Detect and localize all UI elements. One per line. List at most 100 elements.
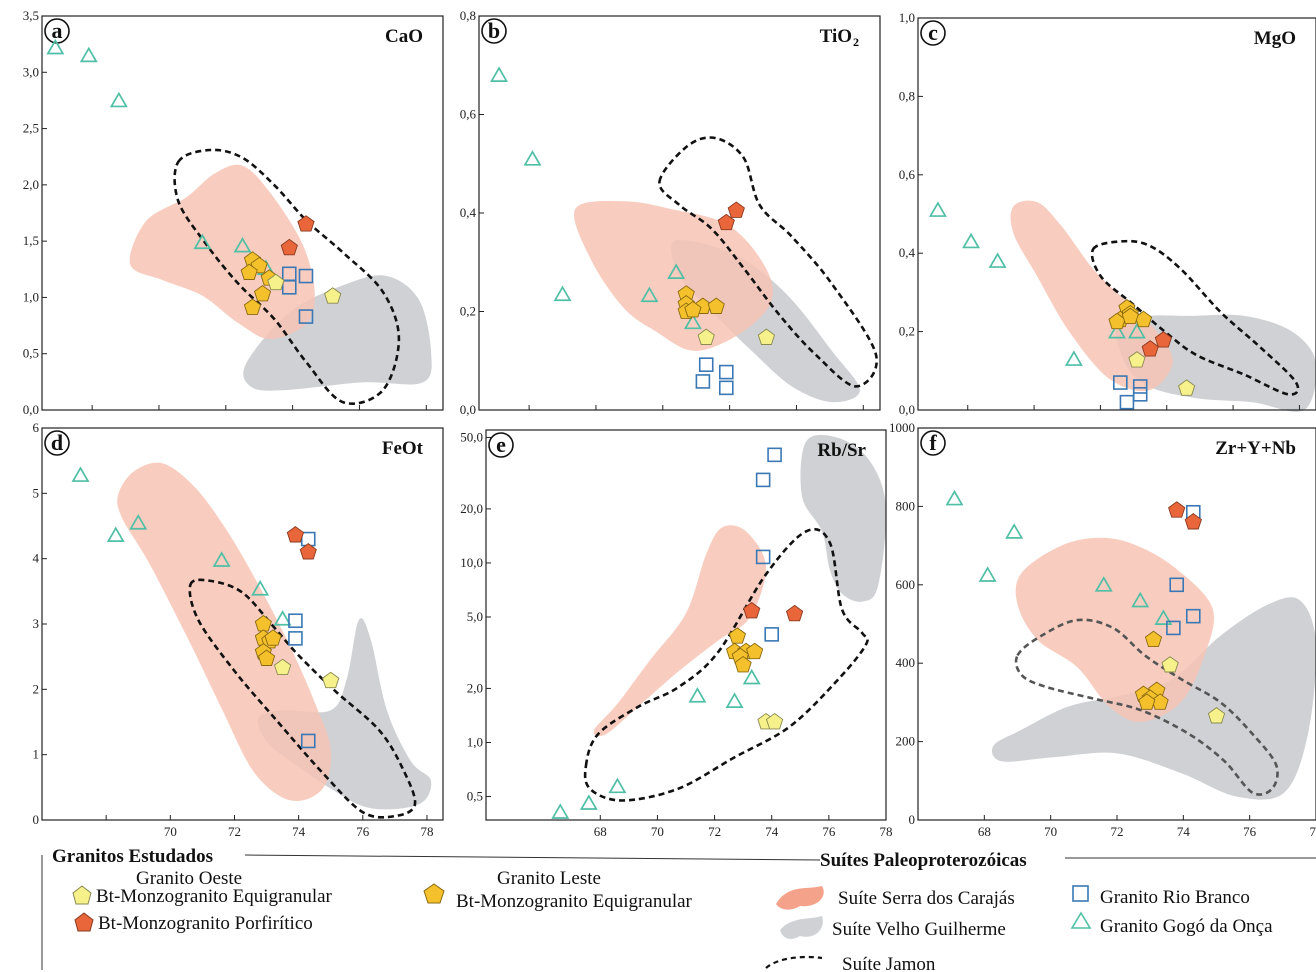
marker-gogo-da-onca — [193, 233, 212, 250]
marker-leste-equigranular — [257, 649, 276, 666]
y-tick-label: 3,5 — [23, 8, 39, 23]
marker-gogo-da-onca — [640, 286, 659, 303]
marker-leste-equigranular — [264, 629, 282, 646]
marker-leste-equigranular — [728, 627, 747, 644]
marker-gogo-da-onca — [988, 252, 1007, 268]
marker-gogo-da-onca — [962, 232, 981, 249]
y-tick-label: 1,5 — [23, 233, 39, 248]
marker-gogo-da-onca — [1005, 523, 1024, 539]
marker-rio-branco — [281, 279, 297, 295]
y-tick-label: 1000 — [889, 420, 915, 435]
marker-gogo-da-onca — [1064, 350, 1083, 366]
marker-leste-equigranular — [1121, 307, 1139, 325]
y-tick-label: 2,0 — [23, 177, 39, 192]
marker-leste-equigranular — [240, 263, 258, 280]
region-serra-dos-carajas — [1010, 200, 1173, 392]
panel-letter: f — [929, 430, 937, 455]
legend-velho-swatch — [780, 916, 823, 939]
legend-oeste-equi-marker — [72, 885, 92, 905]
legend-serra-label: Suíte Serra dos Carajás — [838, 888, 1015, 909]
panel-e: 0,5 1,0 2,0 5,0 10,0 20,0 50,0 68 70 72 74 76 78 e Rb/… — [460, 429, 893, 839]
marker-rio-branco — [1113, 375, 1128, 390]
marker-oeste-equigranular — [1178, 379, 1196, 396]
y-tick-label: 2 — [33, 681, 40, 696]
region-jamon — [658, 136, 878, 388]
y-tick-label: 0,0 — [899, 402, 915, 417]
legend-west-group: Granito Oeste — [136, 868, 242, 889]
legend-serra-swatch — [776, 886, 824, 910]
marker-gogo-da-onca — [490, 66, 509, 82]
panel-title: FeOt — [382, 438, 424, 459]
panel-letter: c — [928, 20, 938, 45]
panel-letter-badge — [488, 432, 514, 458]
marker-oeste-equigranular — [765, 712, 784, 730]
marker-gogo-da-onca — [1154, 609, 1173, 625]
y-tick-label: 200 — [896, 734, 916, 749]
y-tick-label: 5 — [33, 485, 40, 500]
y-tick-label: 4 — [33, 551, 40, 566]
marker-oeste-equigranular — [1128, 351, 1146, 368]
marker-gogo-da-onca — [46, 38, 65, 55]
x-tick-label: 74 — [292, 824, 306, 839]
marker-leste-equigranular — [253, 285, 272, 302]
y-tick-label: 0,8 — [899, 88, 915, 103]
marker-oeste-porfiritico — [280, 238, 298, 256]
marker-oeste-porfiritico — [785, 604, 804, 622]
panel-letter-badge — [920, 430, 946, 456]
marker-rio-branco — [718, 364, 734, 380]
panel-letter-badge — [44, 430, 70, 456]
panel-title: MgO — [1254, 28, 1296, 49]
panel-title: TiO — [820, 26, 852, 47]
marker-leste-equigranular — [1138, 693, 1156, 710]
marker-oeste-porfiritico — [1141, 340, 1159, 357]
marker-rio-branco — [695, 374, 711, 389]
panel-letter: a — [52, 18, 63, 43]
plot-frame — [917, 17, 1316, 411]
marker-rio-branco — [288, 613, 303, 629]
legend-oeste-equi-label: Bt-Monzogranito Equigranular — [96, 886, 333, 907]
y-tick-label: 3,0 — [23, 64, 39, 79]
marker-leste-equigranular — [1144, 630, 1163, 648]
panel-letter: d — [51, 430, 63, 455]
plot-frame — [41, 15, 444, 411]
legend-oeste-porf-label: Bt-Monzogranito Porfirítico — [98, 913, 313, 934]
panel-title: CaO — [385, 26, 423, 47]
marker-rio-branco — [755, 549, 771, 565]
marker-gogo-da-onca — [683, 313, 702, 330]
marker-rio-branco — [698, 357, 714, 372]
y-tick-label: 400 — [896, 655, 916, 670]
region-jamon — [188, 578, 417, 819]
marker-oeste-porfiritico — [727, 201, 745, 218]
marker-oeste-porfiritico — [299, 543, 317, 560]
panel-b: 0,0 0,2 0,4 0,6 0,8 b TiO 2 — [460, 8, 881, 417]
marker-rio-branco — [1166, 620, 1181, 636]
y-tick-label: 0,4 — [899, 245, 916, 260]
marker-rio-branco — [1132, 379, 1148, 394]
region-velho-guilherme — [243, 275, 432, 391]
marker-rio-branco — [718, 380, 734, 396]
x-tick-label: 70 — [164, 824, 177, 839]
marker-oeste-porfiritico — [1168, 501, 1186, 518]
legend-leste-equi-marker — [423, 883, 445, 904]
region-jamon — [583, 527, 869, 802]
x-tick-label: 78 — [880, 824, 893, 839]
x-tick-label: 70 — [1044, 824, 1057, 839]
panel-letter: e — [496, 432, 506, 457]
marker-oeste-equigranular — [273, 658, 292, 676]
x-tick-label: 74 — [765, 824, 779, 839]
y-tick-label: 1,0 — [899, 10, 915, 25]
marker-gogo-da-onca — [1108, 322, 1126, 339]
marker-gogo-da-onca — [945, 489, 964, 506]
marker-gogo-da-onca — [79, 46, 98, 63]
x-tick-label: 76 — [822, 824, 836, 839]
marker-leste-equigranular — [684, 300, 702, 318]
marker-gogo-da-onca — [688, 687, 707, 703]
x-tick-label: 68 — [594, 824, 607, 839]
marker-gogo-da-onca — [71, 466, 90, 482]
marker-gogo-da-onca — [978, 566, 997, 582]
y-tick-label: 800 — [896, 498, 916, 513]
panel-letter-badge — [481, 18, 507, 44]
panel-c: 0,0 0,2 0,4 0,6 0,8 1,0 c MgO — [899, 10, 1316, 417]
x-tick-label: 70 — [651, 824, 664, 839]
